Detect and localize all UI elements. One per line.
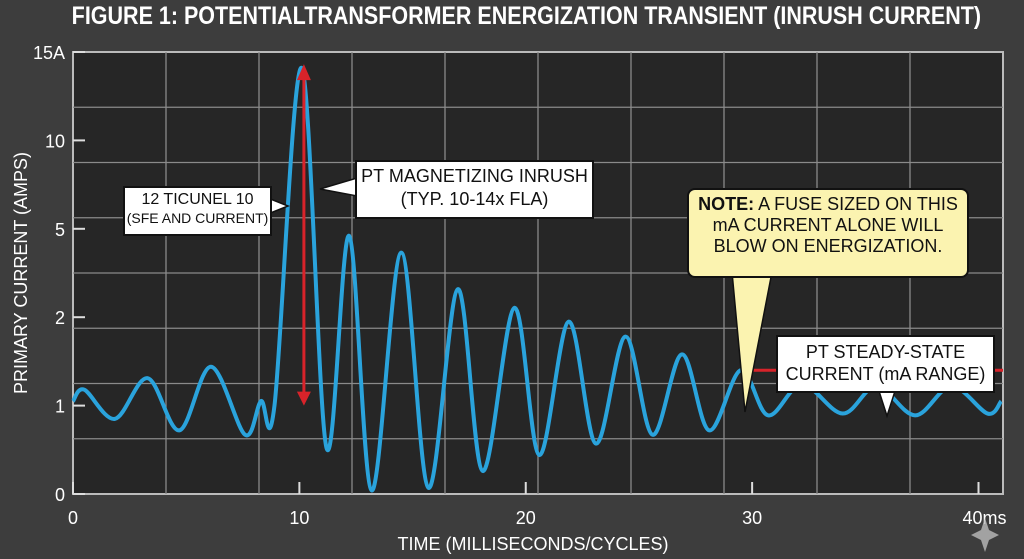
chart-title: FIGURE 1: POTENTIALTRANSFORMER ENERGIZAT… xyxy=(71,2,982,30)
inrush-annotation-box: PT MAGNETIZING INRUSH (TYP. 10-14x FLA) xyxy=(355,160,594,219)
note-line-3: BLOW ON ENERGIZATION. xyxy=(713,236,943,256)
arrow-up-head xyxy=(296,64,311,81)
arrow-down-head xyxy=(296,391,311,406)
steady-box-line-1: PT STEADY-STATE xyxy=(805,342,966,362)
inrush-box-line-2: (TYP. 10-14x FLA) xyxy=(400,189,549,209)
x-tick-label: 10 xyxy=(289,508,309,528)
x-axis-label: TIME (MILLISECONDS/CYCLES) xyxy=(397,534,668,554)
x-tick-label: 40ms xyxy=(962,508,1006,528)
inrush-box-line-1: PT MAGNETIZING INRUSH xyxy=(361,166,588,186)
steady-box-line-2: CURRENT (mA RANGE) xyxy=(785,364,986,384)
x-tick-label: 0 xyxy=(68,508,78,528)
y-axis-label: PRIMARY CURRENT (AMPS) xyxy=(11,152,31,394)
note-annotation-box: NOTE: A FUSE SIZED ON THIS mA CURRENT AL… xyxy=(687,188,969,278)
left-annotation-box: 12 TICUNEL 10 (SFE AND CURRENT) xyxy=(123,186,272,236)
y-tick-label: 5 xyxy=(55,220,65,240)
y-tick-label: 10 xyxy=(45,131,65,151)
note-label: NOTE: xyxy=(698,194,755,214)
y-tick-label: 2 xyxy=(55,308,65,328)
left-box-line-2: (SFE AND CURRENT) xyxy=(126,210,269,226)
left-box-line-1: 12 TICUNEL 10 xyxy=(141,191,254,208)
inrush-arrow xyxy=(296,64,311,406)
current-waveform xyxy=(71,65,1003,493)
note-line-2: mA CURRENT ALONE WILL xyxy=(712,215,944,235)
note-line-1: A FUSE SIZED ON THIS xyxy=(758,194,958,214)
steady-state-annotation-box: PT STEADY-STATE CURRENT (mA RANGE) xyxy=(776,335,995,393)
x-tick-label: 20 xyxy=(516,508,536,528)
ticks: 0 1 2 5 10 15A 0 10 20 30 40ms xyxy=(33,43,1007,528)
y-tick-label: 1 xyxy=(55,397,65,417)
sparkle-icon xyxy=(971,518,999,552)
x-tick-label: 30 xyxy=(742,508,762,528)
y-tick-label: 0 xyxy=(55,485,65,505)
y-tick-label: 15A xyxy=(33,43,65,63)
